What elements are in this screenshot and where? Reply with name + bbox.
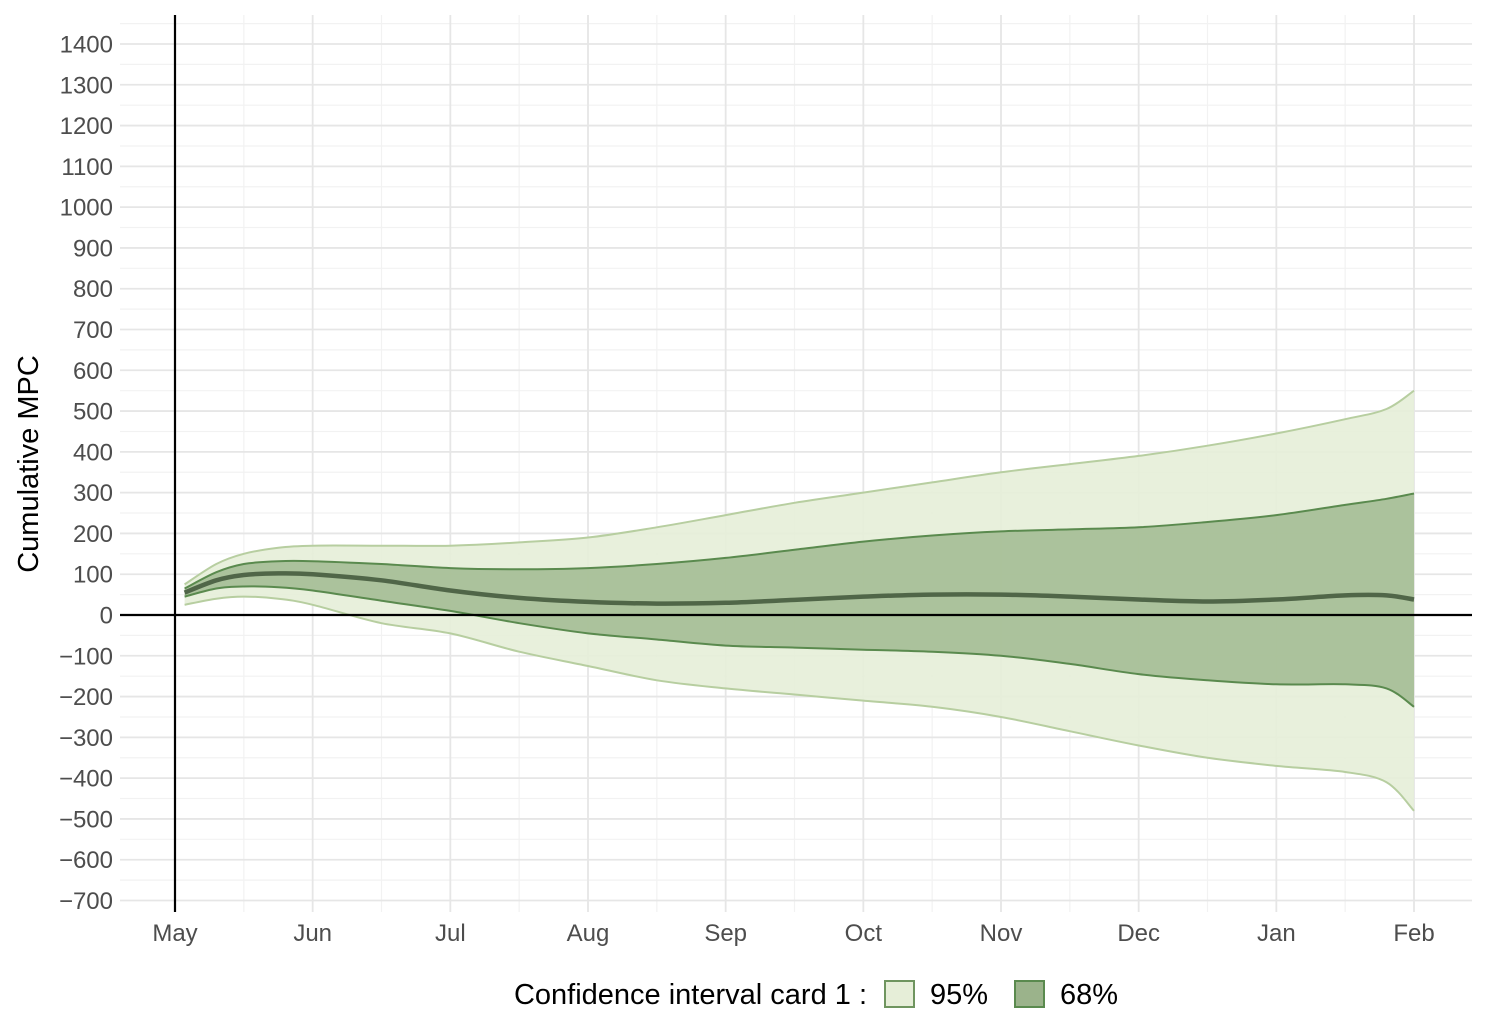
legend-title: Confidence interval card 1 : (514, 979, 867, 1011)
y-tick-label: 700 (73, 317, 113, 344)
ci68-lower-line (184, 585, 1415, 708)
point-estimate-line-group (183, 571, 1415, 606)
y-tick-label: 1000 (60, 195, 113, 222)
y-tick-label: 800 (73, 276, 113, 303)
y-tick-label: −300 (59, 725, 113, 752)
y-tick-label: 1200 (60, 113, 113, 140)
x-tick-labels: May Jun Jul Aug Sep Oct Nov Dec Jan Feb (152, 920, 1434, 947)
y-tick-label: −200 (59, 684, 113, 711)
y-tick-label: −600 (59, 847, 113, 874)
x-tick-label: Aug (567, 920, 610, 947)
x-tick-label: Jan (1257, 920, 1296, 947)
y-axis-title: Cumulative MPC (13, 355, 45, 573)
legend-swatch-68 (1014, 980, 1045, 1008)
y-tick-label: 0 (100, 603, 113, 630)
y-tick-label: 500 (73, 399, 113, 426)
ci95-lower-line (184, 595, 1415, 812)
y-tick-label: 200 (73, 521, 113, 548)
x-tick-label: Feb (1393, 920, 1434, 947)
legend-label-95: 95% (930, 979, 988, 1011)
legend-label-68: 68% (1060, 979, 1118, 1011)
y-tick-label: 300 (73, 480, 113, 507)
y-tick-label: 600 (73, 358, 113, 385)
point-estimate-line (183, 571, 1415, 606)
y-tick-label: −100 (59, 643, 113, 670)
x-tick-label: Dec (1117, 920, 1160, 947)
y-tick-label: −400 (59, 766, 113, 793)
axes (120, 15, 1472, 912)
x-tick-label: Sep (704, 920, 747, 947)
y-tick-label: 1100 (61, 154, 113, 181)
y-tick-labels: −700 −600 −500 −400 −300 −200 −100 0 100 200 300 40… (59, 32, 113, 916)
ci95-upper-line (184, 389, 1415, 586)
x-tick-label: May (152, 920, 197, 947)
y-tick-label: −500 (59, 806, 113, 833)
y-tick-label: 100 (73, 562, 113, 589)
x-tick-label: Jul (435, 920, 466, 947)
y-tick-label: −700 (59, 888, 113, 915)
y-tick-label: 900 (73, 235, 113, 262)
ci68-upper-line (184, 492, 1415, 590)
y-tick-label: 400 (73, 439, 113, 466)
y-tick-label: 1300 (60, 72, 113, 99)
y-tick-label: 1400 (60, 32, 113, 59)
x-tick-label: Nov (980, 920, 1023, 947)
x-tick-label: Jun (293, 920, 332, 947)
legend-swatch-95 (884, 980, 915, 1008)
legend: Confidence interval card 1 : 95% 68% (514, 979, 1118, 1011)
x-tick-label: Oct (845, 920, 883, 947)
